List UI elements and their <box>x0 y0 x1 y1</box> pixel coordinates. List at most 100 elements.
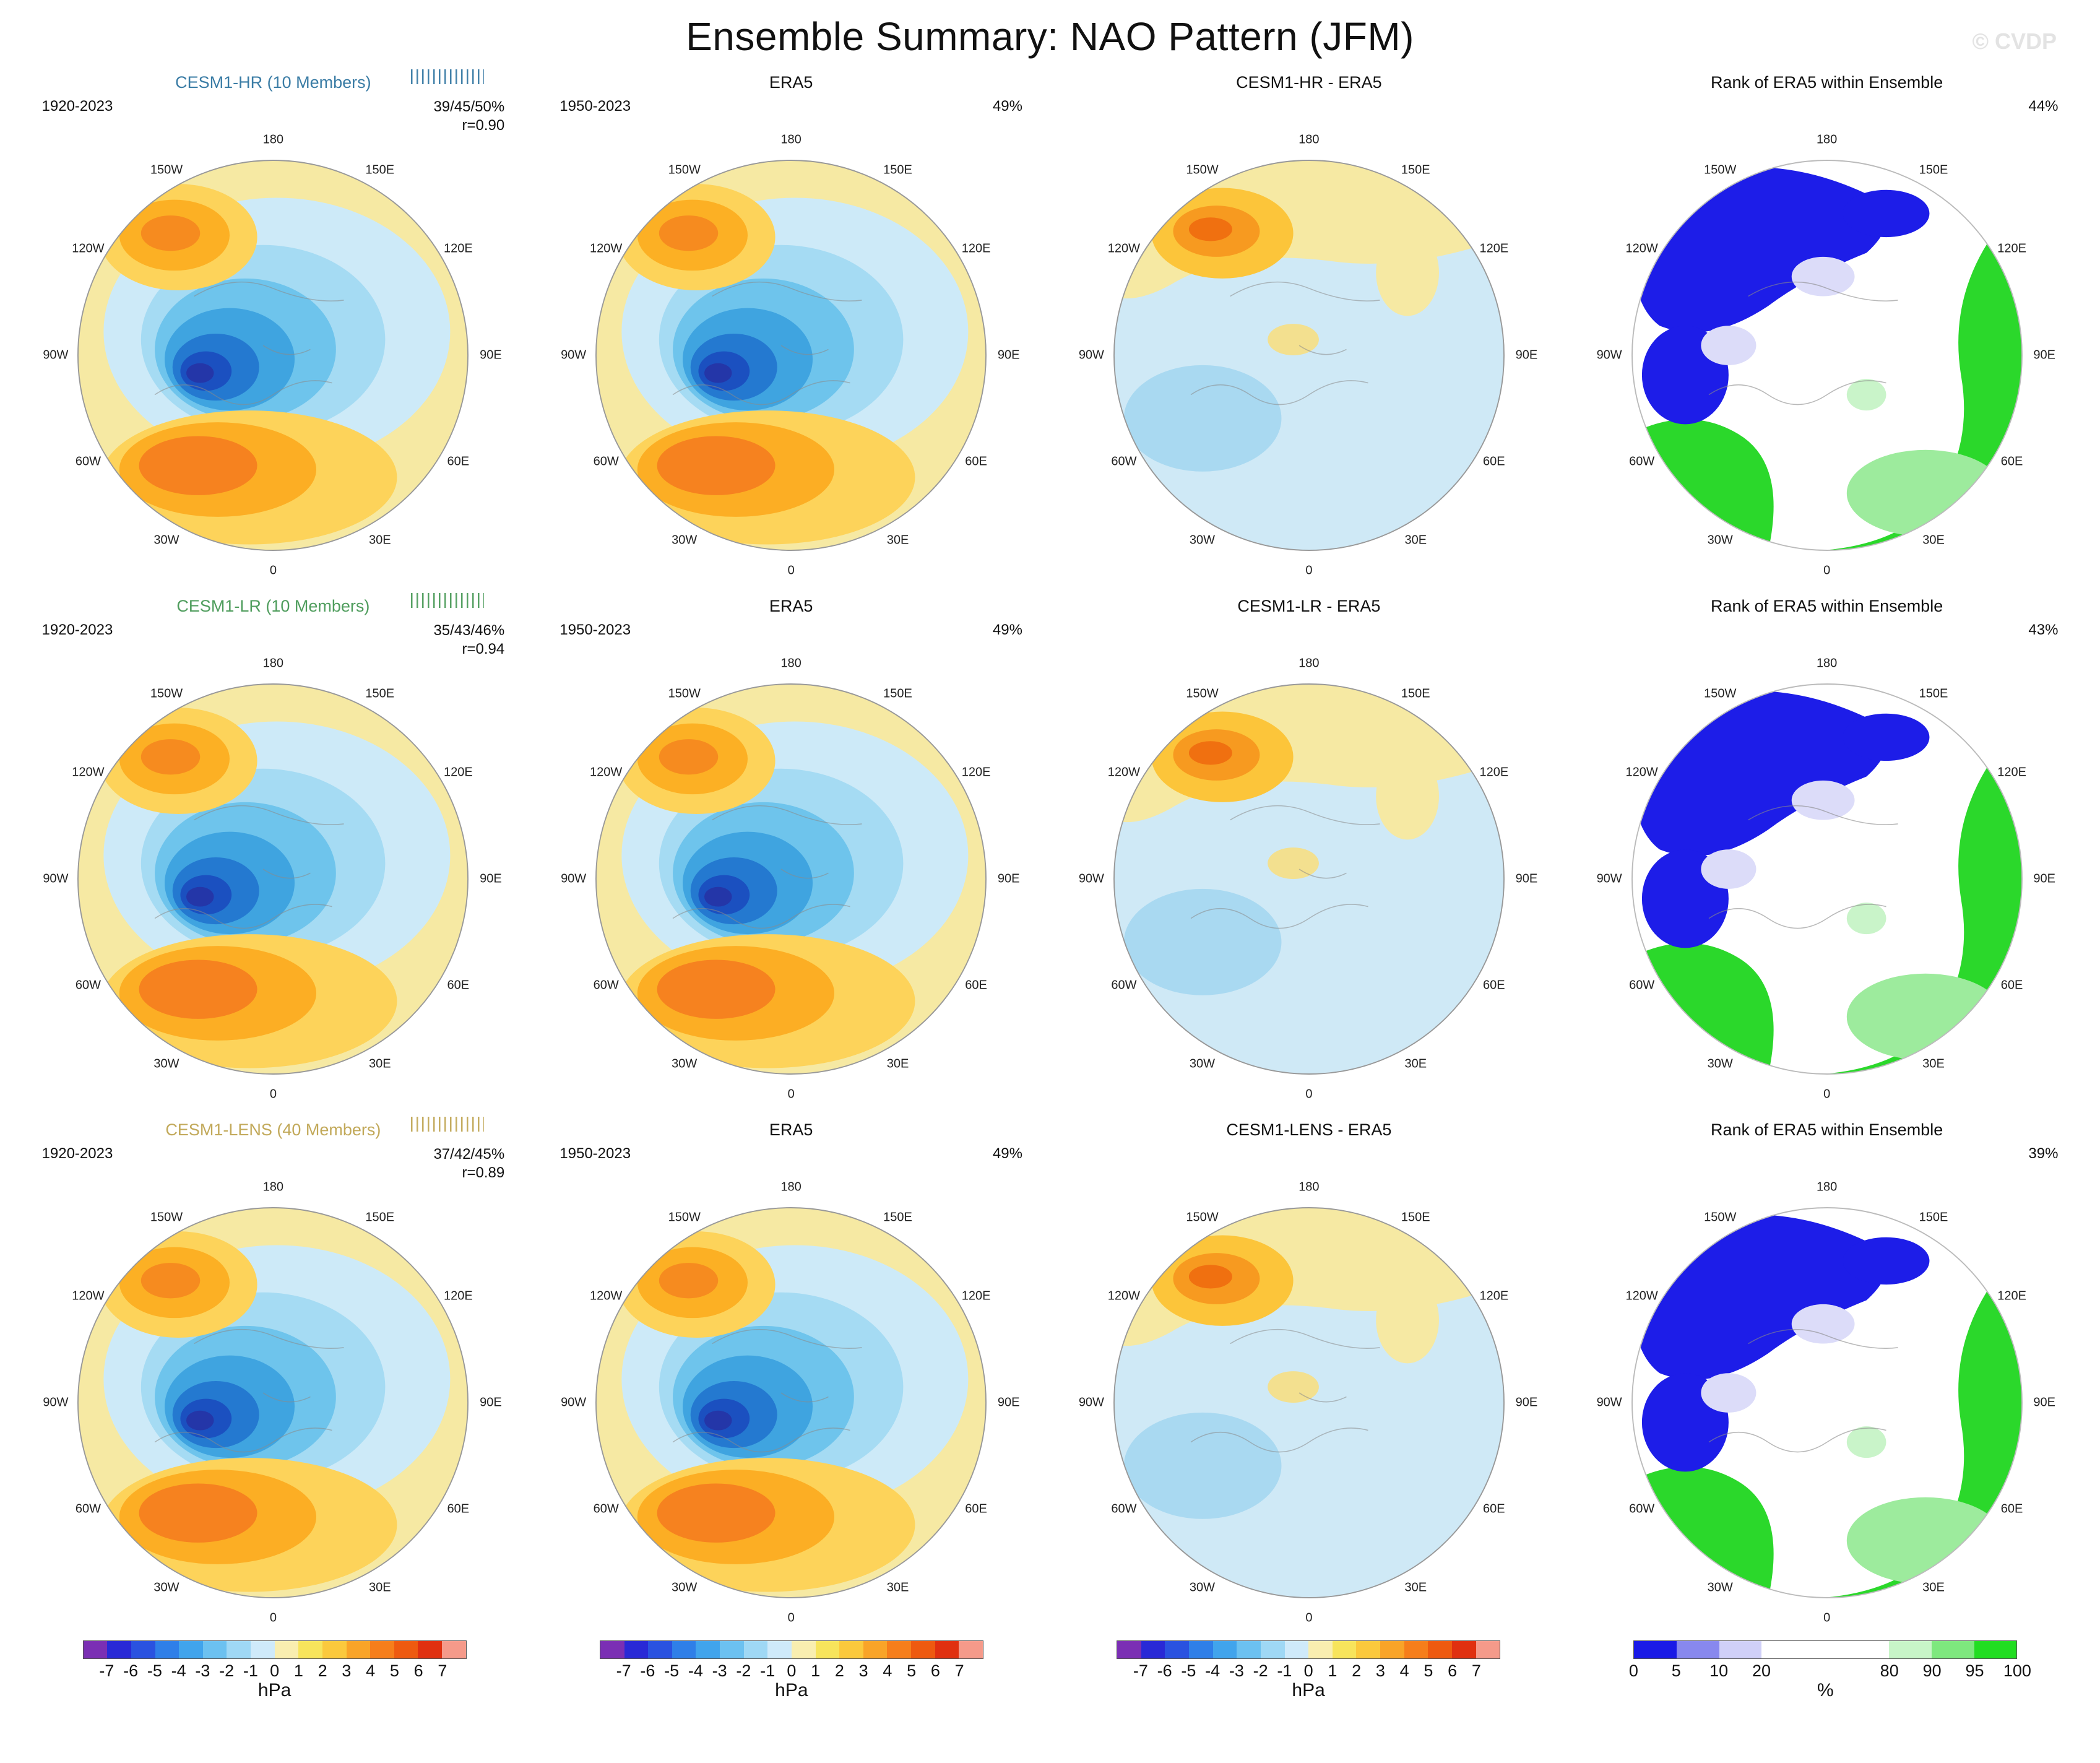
colorbar-segment <box>1428 1641 1452 1658</box>
coord-label: 120E <box>961 765 991 779</box>
colorbar-tick: 1 <box>293 1661 303 1680</box>
colorbar-tick: -5 <box>664 1661 680 1680</box>
panel-title: Rank of ERA5 within Ensemble <box>1711 1120 1943 1139</box>
coord-label: 30E <box>368 1580 391 1595</box>
polar-map <box>1630 682 2023 1076</box>
colorbar-segment <box>1719 1641 1762 1658</box>
colorbar-segment <box>1117 1641 1141 1658</box>
coord-label: 30W <box>1189 533 1216 547</box>
colorbar-segment <box>1380 1641 1404 1658</box>
polar-map <box>594 1206 988 1600</box>
colorbar-hpa: -7 -6 -5 -4 -3 -2 -1 0 1 2 3 4 5 6 7 hPa <box>1117 1640 1501 1701</box>
coord-label: 120W <box>72 1289 105 1303</box>
coord-label: 30W <box>1189 1057 1216 1071</box>
year-range: 1920-2023 <box>41 1145 113 1162</box>
coord-label: 120E <box>961 1289 991 1303</box>
coord-label: 120E <box>1479 241 1509 256</box>
coord-label: 0 <box>1823 1611 1831 1625</box>
colorbar-tick: 3 <box>858 1661 868 1680</box>
panel-cesm1-hr-minus-era5: CESM1-HR - ERA5 180 150W 150E 120W 120E 90W 90… <box>1052 63 1566 584</box>
coord-label: 120E <box>443 1289 473 1303</box>
colorbar-segment <box>1237 1641 1261 1658</box>
colorbar-segment <box>107 1641 131 1658</box>
colorbar-segment <box>227 1641 251 1658</box>
coord-label: 30E <box>1404 1057 1427 1071</box>
coord-label: 180 <box>1816 1180 1838 1194</box>
coord-label: 150W <box>668 687 701 701</box>
colorbar-tick: 80 <box>1880 1661 1899 1680</box>
coord-label: 30W <box>153 1057 179 1071</box>
map-era5-row3: 180 150W 150E 120W 120E 90W 90E 60W 60E 30W 30E 0 <box>561 1174 1020 1632</box>
year-range: 1920-2023 <box>41 98 113 115</box>
coord-label: 30W <box>1707 1580 1733 1595</box>
coord-label: 90E <box>1515 348 1538 362</box>
colorbar-tick: 5 <box>1671 1661 1681 1680</box>
colorbar-tick: 0 <box>270 1661 280 1680</box>
coord-label: 180 <box>262 656 284 670</box>
coord-label: 0 <box>269 563 277 578</box>
coord-label: 90W <box>1596 872 1622 886</box>
colorbar-segment <box>624 1641 649 1658</box>
colorbar-segment <box>251 1641 275 1658</box>
figure-title: Ensemble Summary: NAO Pattern (JFM) <box>686 14 1414 59</box>
pattern-correlation: r=0.94 <box>462 641 505 657</box>
coord-label: 120W <box>1107 1289 1141 1303</box>
coord-label: 150E <box>1401 1210 1430 1224</box>
coord-label: 180 <box>780 656 802 670</box>
coord-label: 30W <box>153 533 179 547</box>
colorbar-tick: -3 <box>1229 1661 1244 1680</box>
coord-label: 90E <box>480 872 502 886</box>
polar-map <box>594 682 988 1076</box>
coord-label: 0 <box>269 1087 277 1101</box>
coord-label: 60E <box>2000 454 2023 469</box>
polar-map <box>1630 158 2023 552</box>
colorbar-tick: 1 <box>1328 1661 1337 1680</box>
coord-label: 60E <box>965 1502 987 1516</box>
coord-label: 30W <box>1707 533 1733 547</box>
coord-label: 60E <box>447 978 470 992</box>
coord-label: 30E <box>1404 1580 1427 1595</box>
coord-label: 30E <box>886 533 909 547</box>
colorbar-segment <box>935 1641 959 1658</box>
coord-label: 0 <box>1305 1611 1313 1625</box>
coord-label: 90W <box>43 348 69 362</box>
coord-label: 60W <box>593 978 619 992</box>
coord-label: 150E <box>1401 163 1430 177</box>
map-rank-row1: 180 150W 150E 120W 120E 90W 90E 60W 60E 30W 30E 0 <box>1596 126 2056 584</box>
panel-rank-row1: Rank of ERA5 within Ensemble 44% 180 150W… <box>1570 63 2084 584</box>
coord-label: 60W <box>593 1502 619 1516</box>
colorbar-segment <box>155 1641 179 1658</box>
colorbar-tick: 7 <box>954 1661 964 1680</box>
colorbar-segment <box>322 1641 347 1658</box>
colorbar-tick: 5 <box>389 1661 399 1680</box>
coord-label: 30E <box>1922 1580 1945 1595</box>
coord-label: 0 <box>1305 1087 1313 1101</box>
coord-label: 150W <box>1186 687 1219 701</box>
colorbar-segment <box>911 1641 935 1658</box>
coord-label: 150W <box>668 163 701 177</box>
coord-label: 90W <box>561 1395 587 1410</box>
coord-label: 120W <box>1625 241 1658 256</box>
coord-label: 90W <box>1596 348 1622 362</box>
cvdp-watermark: © CVDP <box>1972 28 2057 54</box>
coord-label: 60E <box>1483 454 1505 469</box>
coord-label: 120E <box>961 241 991 256</box>
map-cesm1-hr-diff: 180 150W 150E 120W 120E 90W 90E 60W 60E 30W 30E 0 <box>1079 126 1538 584</box>
coord-label: 60W <box>1629 978 1655 992</box>
panel-cesm1-lens-minus-era5: CESM1-LENS - ERA5 180 150W 150E 120W 120E 90W… <box>1052 1111 1566 1632</box>
coord-label: 30W <box>153 1580 179 1595</box>
coord-label: 150E <box>1919 1210 1948 1224</box>
colorbar-hpa: -7 -6 -5 -4 -3 -2 -1 0 1 2 3 4 5 6 7 hPa <box>82 1640 467 1701</box>
colorbar-tick: 0 <box>1303 1661 1313 1680</box>
coord-label: 150W <box>1704 1210 1737 1224</box>
coord-label: 150E <box>883 1210 912 1224</box>
coord-label: 60W <box>1111 454 1137 469</box>
colorbar-tick: 10 <box>1709 1661 1729 1680</box>
coord-label: 120W <box>1625 765 1658 779</box>
coord-label: 60E <box>1483 1502 1505 1516</box>
colorbar-hpa: -7 -6 -5 -4 -3 -2 -1 0 1 2 3 4 5 6 7 hPa <box>599 1640 983 1701</box>
panel-title: Rank of ERA5 within Ensemble <box>1711 597 1943 615</box>
colorbar-segment <box>1308 1641 1333 1658</box>
colorbar-tick: 6 <box>413 1661 423 1680</box>
coord-label: 150E <box>883 687 912 701</box>
